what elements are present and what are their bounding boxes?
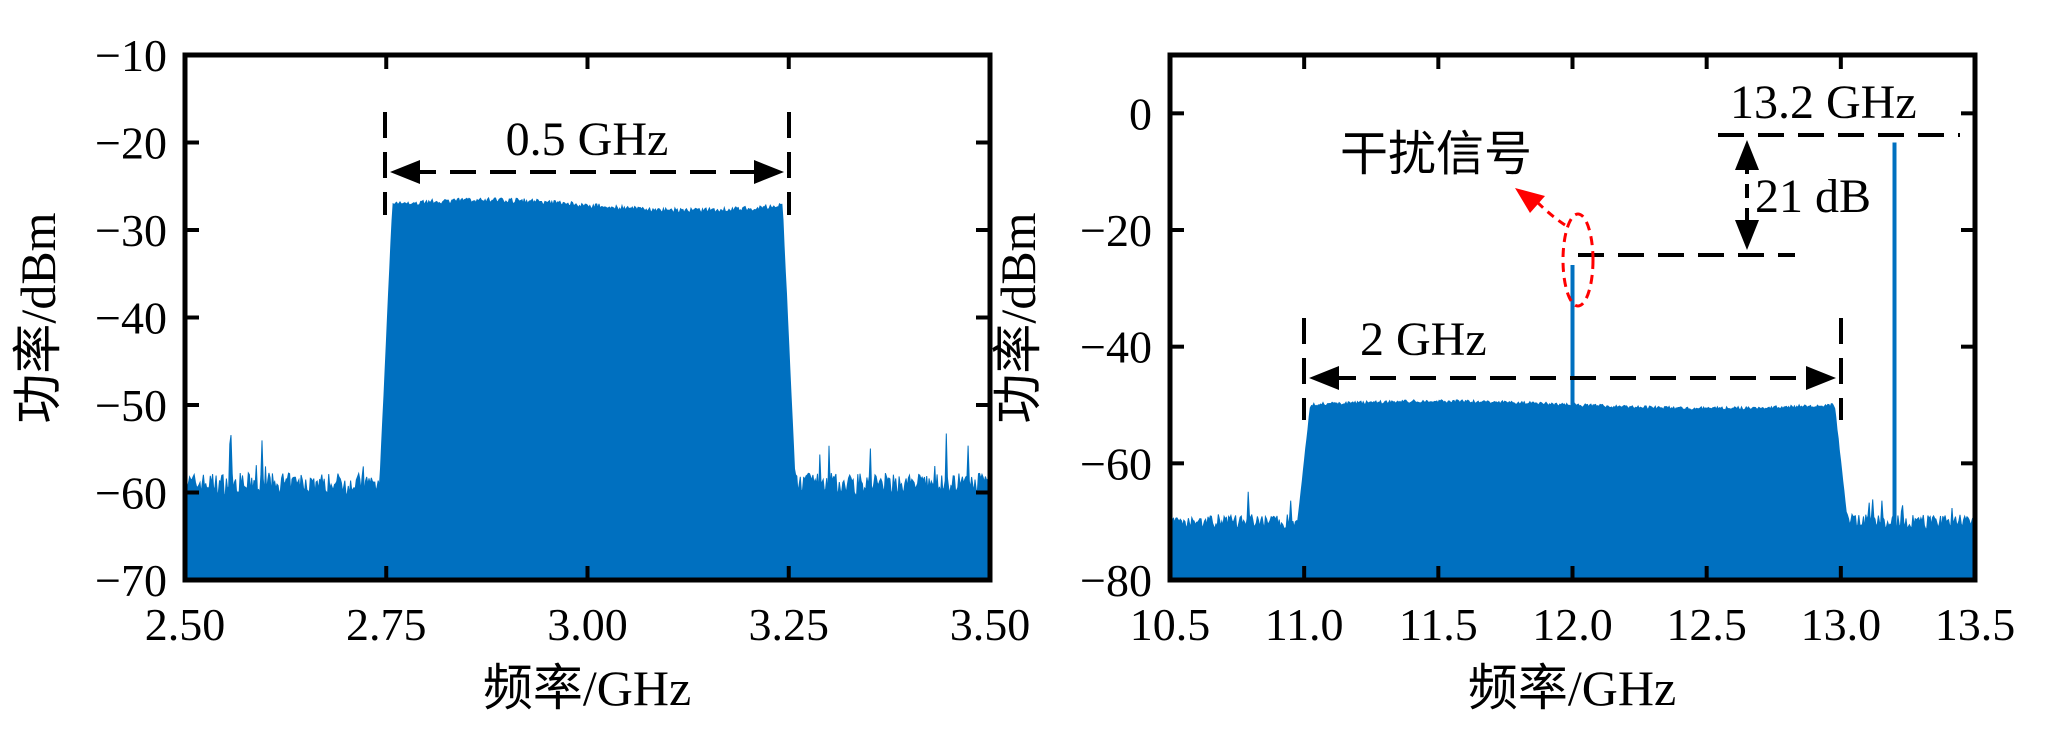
x-tick-label: 3.00 [547,599,628,650]
x-tick-label: 11.0 [1265,599,1344,650]
difference-arrowhead-up [1735,140,1759,170]
y-tick-label: −70 [95,555,167,606]
bandwidth-arrowhead-right [754,160,784,184]
y-tick-label: −20 [1080,205,1152,256]
ticks-right: 10.5 11.0 11.5 12.0 12.5 13.0 13.5 0 −20 −40 −60 −8… [1080,55,2015,650]
x-axis-label-right: 频率/GHz [1468,660,1676,716]
y-tick-label: −40 [1080,322,1152,373]
bandwidth-arrowhead-left [1309,366,1339,390]
y-tick-label: −60 [95,468,167,519]
chart-left: 2.50 2.75 3.00 3.25 3.50 −10 −20 −30 −40 −50 −60 −7… [10,30,1030,716]
ticks-left: 2.50 2.75 3.00 3.25 3.50 −10 −20 −30 −40 −50 −60 −7… [95,30,1030,650]
difference-arrowhead-down [1735,220,1759,250]
spectrum-area [184,196,991,581]
x-axis-label-left: 频率/GHz [483,660,691,716]
bandwidth-arrowhead-right [1806,366,1836,390]
x-tick-label: 11.5 [1399,599,1478,650]
x-tick-label: 3.25 [749,599,830,650]
interference-pointer-arrowhead [1515,188,1545,213]
x-tick-label: 13.5 [1935,599,2016,650]
y-axis-label-left: 功率/dBm [10,212,66,423]
bandwidth-arrowhead-left [390,160,420,184]
spectrum-left [184,196,991,581]
y-tick-label: −30 [95,205,167,256]
y-tick-label: −80 [1080,555,1152,606]
annotations-right: 2 GHz 21 dB 13.2 GHz 干扰信号 [1302,76,1960,420]
chart-right: 10.5 11.0 11.5 12.0 12.5 13.0 13.5 0 −20 −40 −60 −8… [990,52,2015,716]
y-tick-label: −60 [1080,438,1152,489]
y-tick-label: −50 [95,380,167,431]
interference-label: 干扰信号 [1340,128,1532,181]
x-tick-label: 12.0 [1532,599,1613,650]
interference-highlight-ellipse [1561,212,1595,308]
x-tick-label: 12.5 [1666,599,1747,650]
y-tick-label: −20 [95,118,167,169]
x-tick-label: 2.75 [346,599,427,650]
x-tick-label: 13.0 [1801,599,1882,650]
x-tick-label: 2.50 [145,599,226,650]
y-tick-label: 0 [1129,88,1152,139]
y-tick-label: −40 [95,293,167,344]
spectrum-right [1169,142,1976,581]
tone-frequency-label: 13.2 GHz [1730,76,1917,129]
x-tick-label: 10.5 [1130,599,1211,650]
y-axis-label-right: 功率/dBm [990,212,1046,423]
bandwidth-label-right: 2 GHz [1360,313,1487,366]
x-tick-label: 3.50 [950,599,1031,650]
bandwidth-label-left: 0.5 GHz [506,113,669,166]
y-tick-label: −10 [95,30,167,81]
interference-pointer-line [1533,198,1566,227]
annotations-left: 0.5 GHz [383,112,791,215]
difference-label: 21 dB [1755,170,1871,223]
